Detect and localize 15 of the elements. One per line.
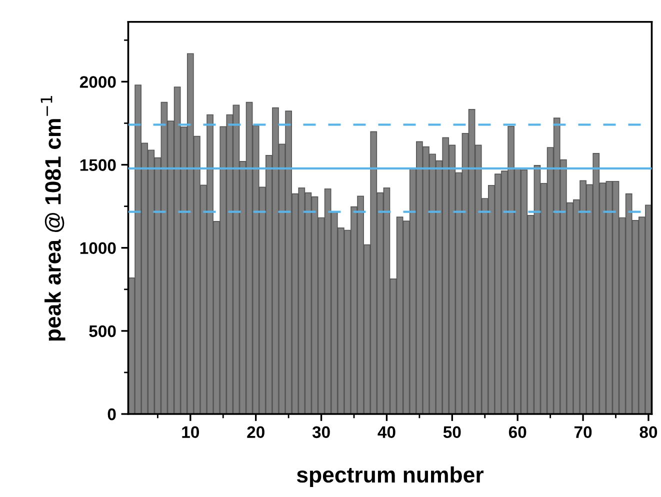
x-tick-label: 10 — [182, 426, 199, 438]
y-tick-label: 0 — [108, 408, 116, 420]
y-tick-label: 1000 — [80, 242, 116, 254]
x-tick-label: 20 — [247, 426, 264, 438]
y-tick-label: 1500 — [80, 159, 116, 171]
x-tick-label: 50 — [443, 426, 461, 438]
y-tick-label: 2000 — [80, 76, 116, 88]
x-tick-label: 80 — [640, 426, 658, 438]
x-tick-label: 30 — [312, 426, 330, 438]
y-tick-label: 500 — [89, 325, 116, 338]
x-tick-label: 60 — [508, 426, 526, 438]
x-tick-label: 70 — [574, 426, 592, 438]
x-tick-label: 40 — [378, 426, 396, 438]
y-axis-title: peak area @ 1081 cm$^{−1}$ — [40, 96, 66, 341]
x-axis-title: spectrum number — [296, 466, 484, 488]
